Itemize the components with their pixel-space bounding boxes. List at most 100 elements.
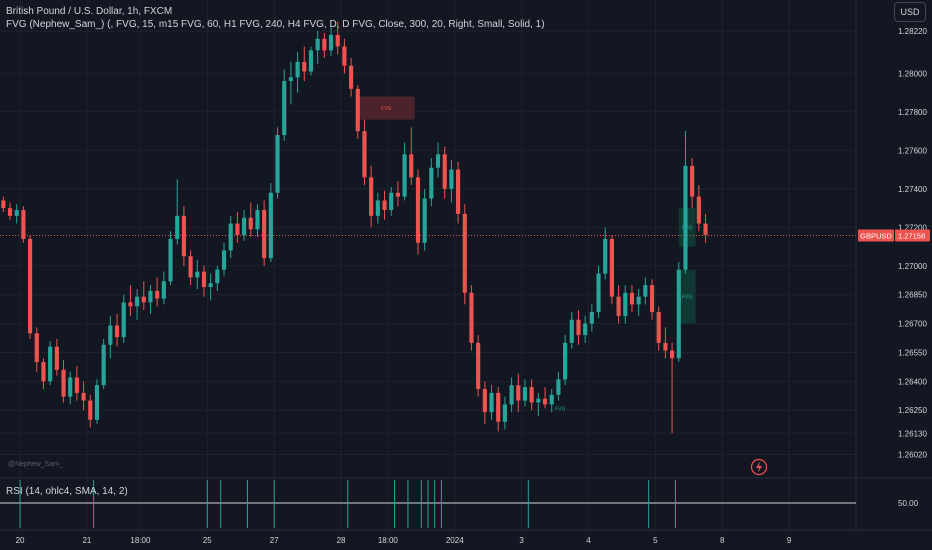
- candle: [155, 277, 160, 307]
- candle: [429, 158, 434, 207]
- candle: [7, 202, 13, 220]
- price-tick-label: 1.26250: [898, 406, 927, 415]
- fvg-box-bearish: [357, 96, 415, 120]
- candle-body: [248, 217, 253, 230]
- candle-body: [41, 362, 46, 382]
- candle-body: [395, 192, 400, 197]
- candle: [509, 377, 514, 413]
- candle: [255, 204, 260, 237]
- candle-body: [135, 296, 140, 307]
- candle: [576, 310, 581, 345]
- candle-body: [415, 177, 421, 243]
- candle: [522, 379, 528, 407]
- candle: [54, 338, 59, 376]
- candle: [643, 277, 648, 305]
- time-tick-label: 25: [203, 536, 212, 545]
- candle: [14, 204, 19, 224]
- candle: [275, 127, 280, 199]
- candle: [248, 202, 253, 237]
- candle-body: [14, 210, 19, 216]
- time-tick-label: 21: [82, 536, 91, 545]
- candle-body: [68, 377, 73, 397]
- candle-body: [656, 312, 661, 343]
- rsi-pane: 50.00: [0, 477, 932, 528]
- candle: [435, 142, 441, 178]
- candle-body: [101, 344, 106, 386]
- candle: [529, 379, 534, 411]
- candle: [415, 169, 421, 255]
- candle: [235, 211, 240, 243]
- candle-body: [670, 350, 675, 359]
- candle-body: [563, 342, 568, 380]
- candle: [382, 190, 387, 220]
- candle: [128, 285, 133, 316]
- candle: [335, 21, 340, 55]
- candle: [516, 373, 521, 413]
- candle: [623, 285, 628, 324]
- candle: [268, 183, 273, 263]
- candle-body: [255, 210, 260, 230]
- candle-body: [181, 215, 186, 257]
- candle-body: [275, 135, 280, 193]
- candle: [181, 206, 186, 266]
- candle: [402, 142, 407, 201]
- candle-body: [435, 154, 441, 168]
- candle: [215, 265, 220, 291]
- candle: [302, 46, 307, 82]
- candle: [609, 235, 614, 305]
- time-tick-label: 9: [787, 536, 792, 545]
- candle-body: [235, 223, 240, 236]
- candle: [409, 127, 414, 186]
- candle-body: [262, 210, 267, 259]
- candle: [476, 335, 481, 397]
- indicator-legend[interactable]: FVG (Nephew_Sam_) (, FVG, 15, m15 FVG, 6…: [6, 19, 545, 30]
- fvg-label: FVG: [682, 295, 692, 301]
- candle-body: [456, 169, 461, 214]
- price-tick-label: 1.28220: [898, 27, 927, 36]
- candle: [556, 371, 561, 401]
- candle: [68, 371, 73, 405]
- candle-body: [302, 61, 307, 72]
- fvg-zones: FVGFVGFVGFVG: [357, 96, 696, 412]
- candle: [74, 365, 79, 401]
- candle: [482, 381, 487, 424]
- lightning-icon[interactable]: [750, 458, 768, 476]
- time-tick-label: 28: [337, 536, 346, 545]
- candle-body: [349, 65, 354, 89]
- candle-body: [449, 169, 454, 189]
- candle-body: [690, 165, 695, 197]
- price-tick-label: 1.27400: [898, 185, 927, 194]
- candle: [636, 288, 641, 316]
- candle: [362, 119, 367, 186]
- time-tick-label: 18:00: [378, 536, 399, 545]
- candle-body: [375, 200, 380, 216]
- candle: [288, 61, 293, 105]
- candle: [342, 38, 347, 74]
- rsi-legend[interactable]: RSI (14, ohlc4, SMA, 14, 2): [6, 486, 128, 497]
- candle: [161, 271, 166, 305]
- time-tick-label: 18:00: [130, 536, 151, 545]
- candle: [114, 313, 120, 347]
- candle: [295, 52, 300, 93]
- author-watermark: @Nephew_Sam_: [8, 461, 63, 468]
- candle: [462, 204, 467, 305]
- candle: [188, 250, 193, 286]
- candle: [81, 381, 86, 411]
- candle: [375, 192, 380, 224]
- chart-title: British Pound / U.S. Dollar, 1h, FXCM: [6, 6, 173, 17]
- candle: [656, 306, 661, 351]
- candle-body: [529, 387, 534, 403]
- candle-body: [476, 342, 481, 390]
- candle: [549, 389, 554, 413]
- candle: [670, 342, 675, 434]
- candle: [88, 394, 93, 428]
- candle-body: [74, 377, 79, 393]
- candle-body: [108, 325, 113, 345]
- candle-body: [576, 319, 581, 336]
- currency-button[interactable]: USD: [894, 2, 926, 22]
- candle-body: [168, 238, 173, 282]
- candle: [21, 206, 26, 243]
- price-tick-label: 1.26130: [898, 429, 927, 438]
- candle-body: [362, 131, 367, 178]
